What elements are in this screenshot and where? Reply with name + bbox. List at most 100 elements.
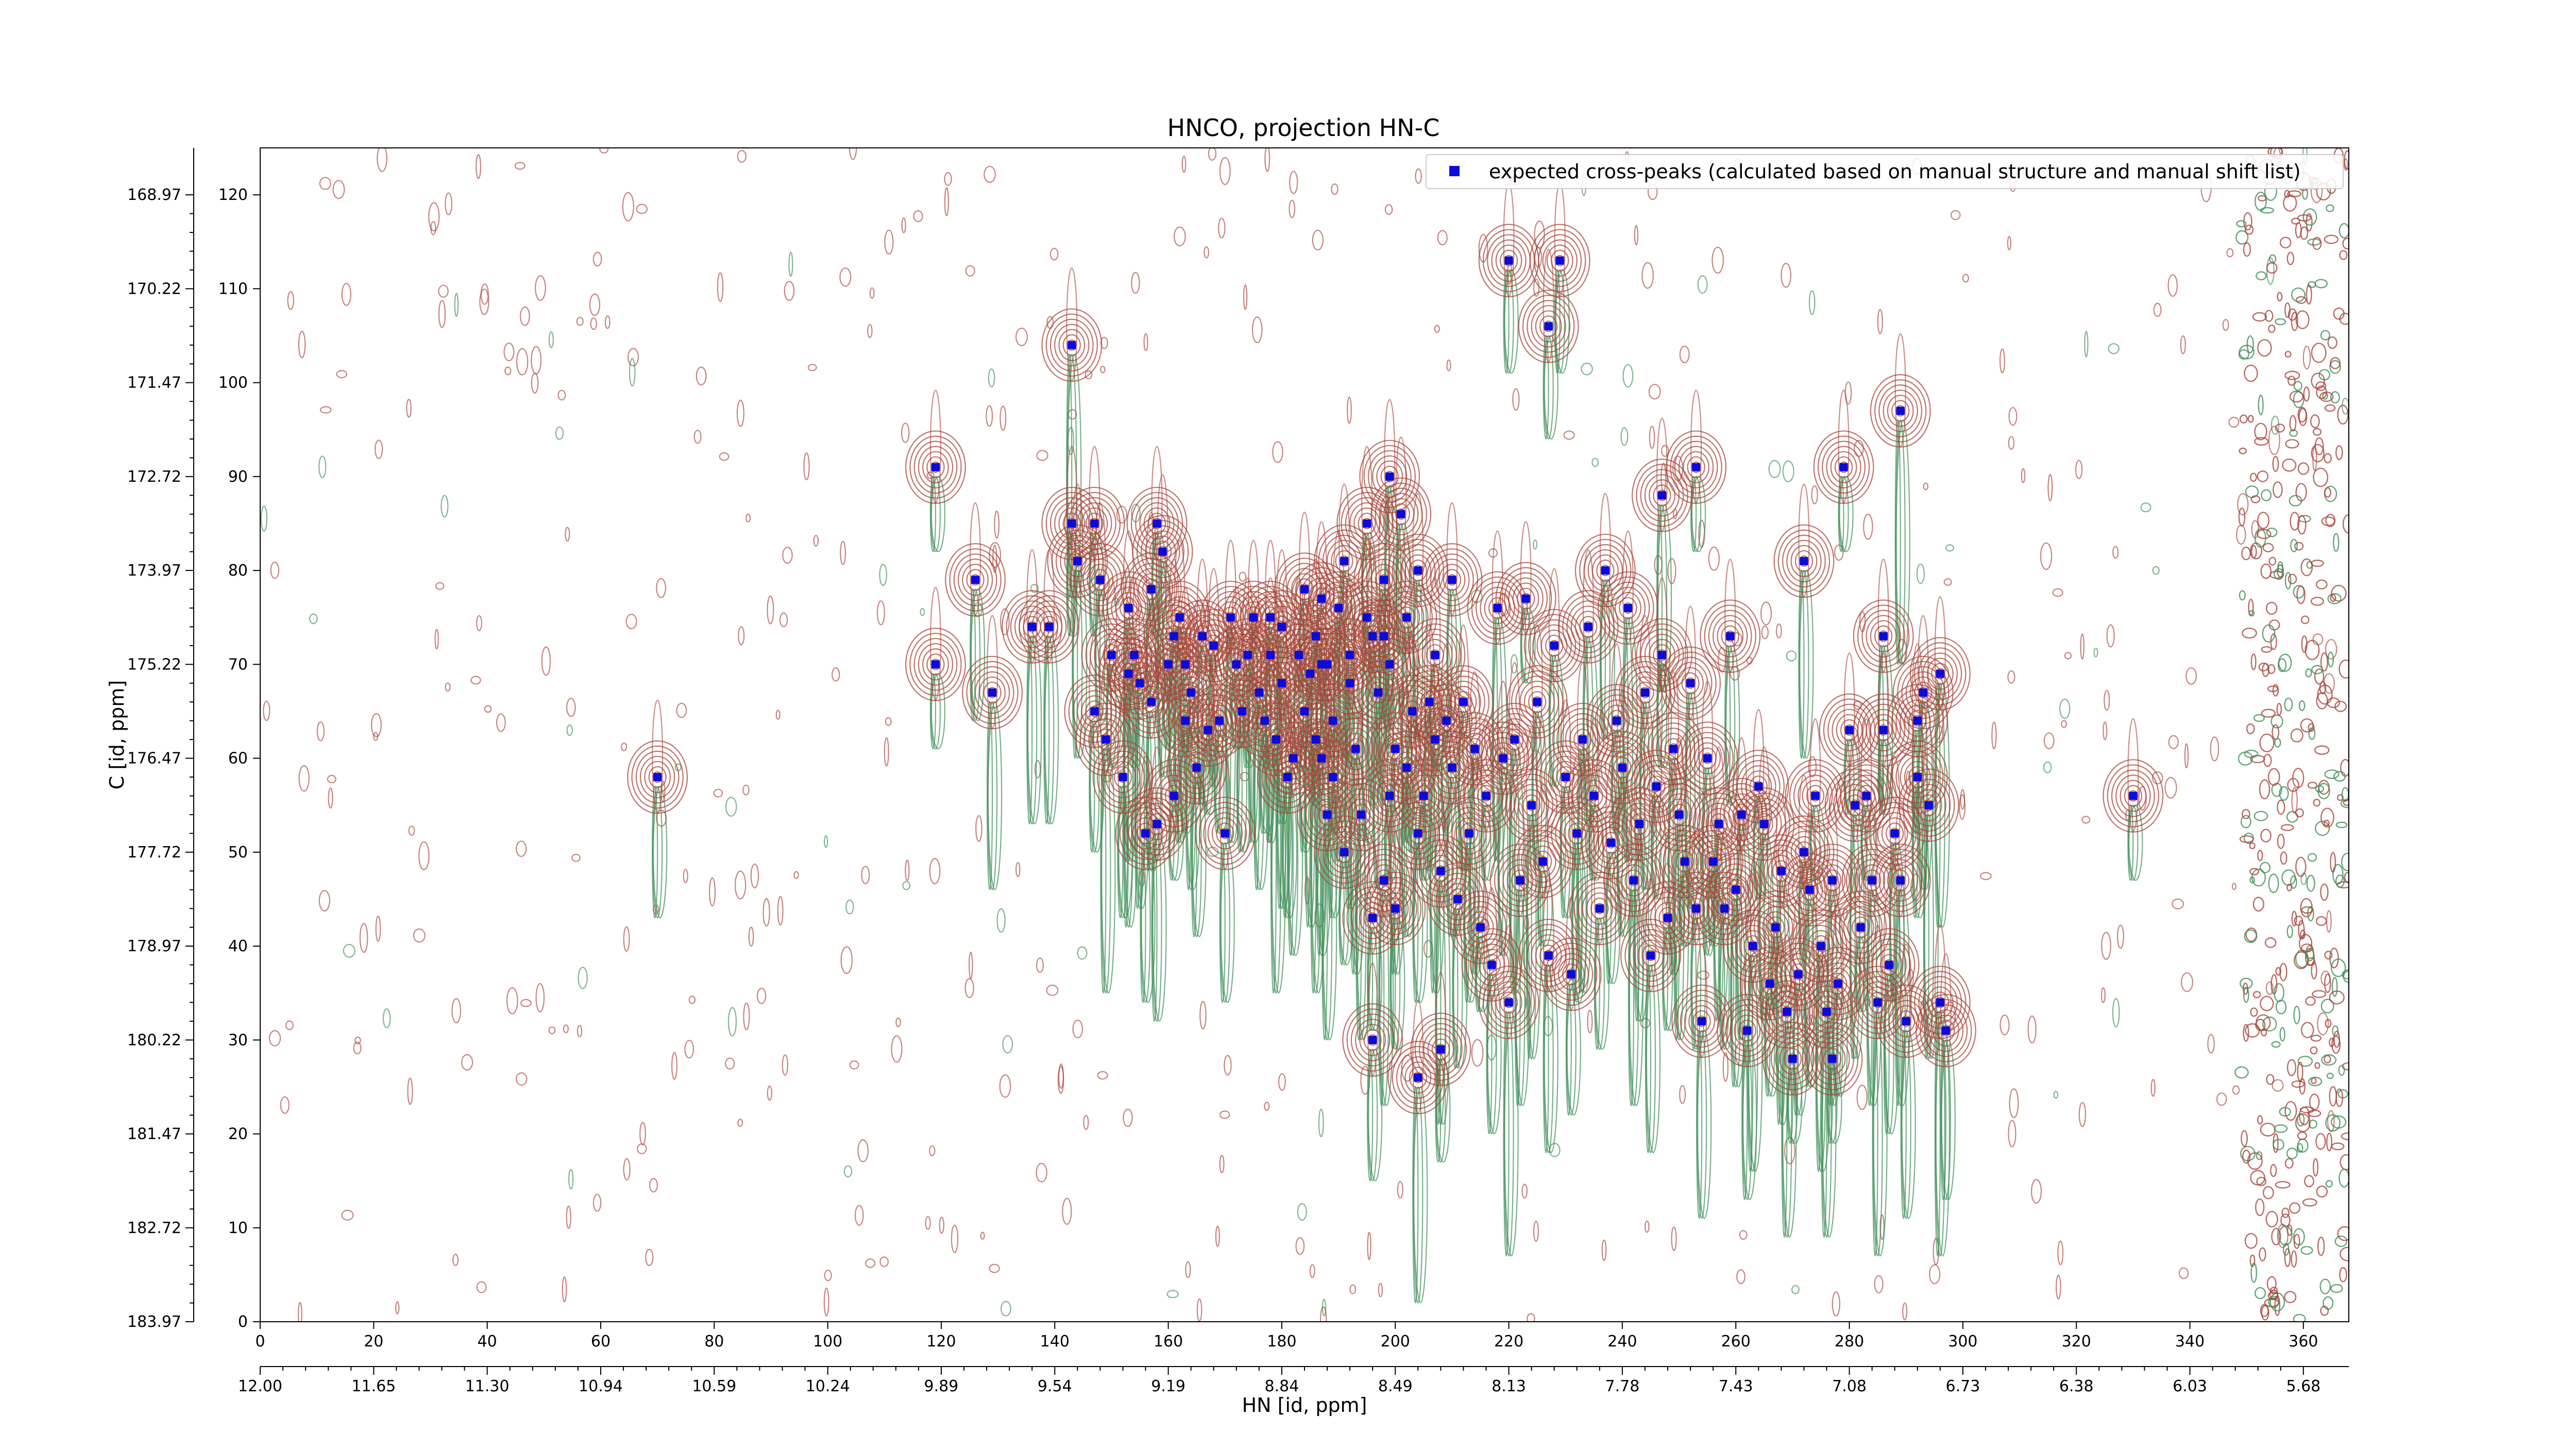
positive-contour xyxy=(1815,859,1850,902)
positive-contour xyxy=(970,666,1014,719)
noise-contour xyxy=(734,870,747,900)
edge-noise-contour xyxy=(2290,875,2297,889)
edge-noise-contour xyxy=(2266,527,2278,537)
positive-contour xyxy=(1271,732,1315,785)
positive-contour xyxy=(1401,540,1413,654)
positive-contour xyxy=(1505,728,1524,751)
positive-contour xyxy=(1653,783,1705,847)
noise-contour xyxy=(1434,325,1440,333)
noise-contour xyxy=(577,1024,583,1037)
edge-noise-contour xyxy=(2240,815,2251,829)
positive-contour xyxy=(1735,924,1771,968)
edge-noise-contour xyxy=(2297,1131,2307,1140)
noise-contour xyxy=(2185,667,2197,685)
edge-noise-contour xyxy=(2320,883,2329,901)
positive-contour xyxy=(1803,924,1839,968)
positive-contour xyxy=(1413,628,1457,682)
edge-noise-contour xyxy=(2297,214,2312,222)
edge-noise-contour xyxy=(2277,292,2283,301)
edge-noise-contour xyxy=(2333,533,2340,552)
positive-contour xyxy=(918,643,954,686)
noise-contour xyxy=(1312,229,1324,251)
x-index-tick-label: 140 xyxy=(1040,1333,1070,1351)
cross-peak-marker xyxy=(1209,641,1218,650)
positive-contour xyxy=(1528,614,1581,678)
positive-contour xyxy=(1638,765,1674,808)
positive-contour xyxy=(1645,878,1657,992)
positive-contour xyxy=(1389,596,1425,639)
edge-noise-contour xyxy=(2331,976,2338,997)
noise-contour xyxy=(1644,1220,1650,1233)
positive-contour xyxy=(1670,435,1722,499)
positive-contour xyxy=(1826,446,1861,488)
edge-noise-contour xyxy=(2242,808,2250,819)
x-index-tick-label: 280 xyxy=(1835,1333,1864,1351)
positive-contour xyxy=(1350,1014,1395,1067)
positive-contour xyxy=(1828,972,1848,995)
edge-noise-contour xyxy=(2314,437,2324,456)
edge-noise-contour xyxy=(2277,658,2287,672)
edge-noise-contour xyxy=(2253,714,2265,722)
cross-peak-marker xyxy=(1703,754,1712,763)
positive-contour xyxy=(1072,483,1083,598)
noise-contour xyxy=(1736,1269,1745,1285)
positive-contour xyxy=(1551,802,1603,865)
positive-contour xyxy=(1064,545,1091,578)
positive-contour xyxy=(979,676,1006,709)
edge-noise-contour xyxy=(2248,610,2255,617)
edge-noise-contour xyxy=(2243,242,2251,257)
noise-contour xyxy=(1679,1085,1686,1104)
legend-marker xyxy=(1449,166,1460,176)
edge-noise-contour xyxy=(2291,287,2306,302)
noise-contour xyxy=(849,1060,859,1070)
positive-contour xyxy=(1886,822,1904,845)
edge-noise-contour xyxy=(2243,1024,2249,1042)
positive-contour xyxy=(1731,919,1775,973)
positive-contour xyxy=(1582,549,1594,663)
edge-noise-contour xyxy=(2284,302,2291,318)
positive-contour xyxy=(1522,295,1575,358)
noise-contour xyxy=(944,187,949,216)
positive-contour xyxy=(1871,943,1907,986)
noise-contour xyxy=(2226,248,2234,258)
positive-contour xyxy=(1651,722,1696,776)
edge-noise-contour xyxy=(2338,659,2349,679)
noise-contour xyxy=(359,922,368,953)
noise-contour xyxy=(1791,1285,1800,1294)
cross-peak-marker xyxy=(1380,576,1388,584)
positive-contour xyxy=(1820,962,1856,1005)
cross-peak-marker xyxy=(1828,876,1837,885)
positive-contour xyxy=(1711,892,1738,925)
positive-contour xyxy=(1499,249,1518,272)
noise-contour xyxy=(2021,468,2026,483)
edge-noise-contour xyxy=(2256,1176,2266,1186)
positive-contour xyxy=(1664,651,1717,715)
positive-contour xyxy=(1901,666,1945,719)
edge-noise-contour xyxy=(2306,284,2312,305)
legend-label: expected cross-peaks (calculated based o… xyxy=(1489,160,2301,183)
noise-contour xyxy=(479,289,489,315)
noise-contour xyxy=(969,951,973,979)
edge-noise-contour xyxy=(2344,150,2349,170)
noise-contour xyxy=(684,1039,694,1059)
cross-peak-marker xyxy=(1561,773,1570,782)
noise-contour xyxy=(438,284,449,298)
positive-contour xyxy=(1557,958,1585,990)
positive-contour xyxy=(1683,451,1710,483)
cross-peak-marker xyxy=(1277,622,1286,631)
noise-contour xyxy=(1768,460,1781,478)
positive-contour xyxy=(1081,507,1108,540)
edge-noise-contour xyxy=(2319,391,2334,402)
noise-contour xyxy=(1083,1115,1089,1130)
positive-contour xyxy=(1858,864,1886,897)
edge-noise-contour xyxy=(2244,364,2258,382)
positive-contour xyxy=(1367,450,1412,503)
y-index-tick-label: 60 xyxy=(228,750,248,768)
edge-noise-contour xyxy=(2329,1086,2337,1107)
positive-contour xyxy=(1895,694,1940,747)
x-ppm-tick-label: 10.94 xyxy=(579,1377,623,1395)
edge-noise-contour xyxy=(2337,405,2349,425)
positive-contour xyxy=(1515,675,1560,729)
positive-contour xyxy=(1409,1067,1427,1089)
positive-contour xyxy=(1077,502,1112,545)
